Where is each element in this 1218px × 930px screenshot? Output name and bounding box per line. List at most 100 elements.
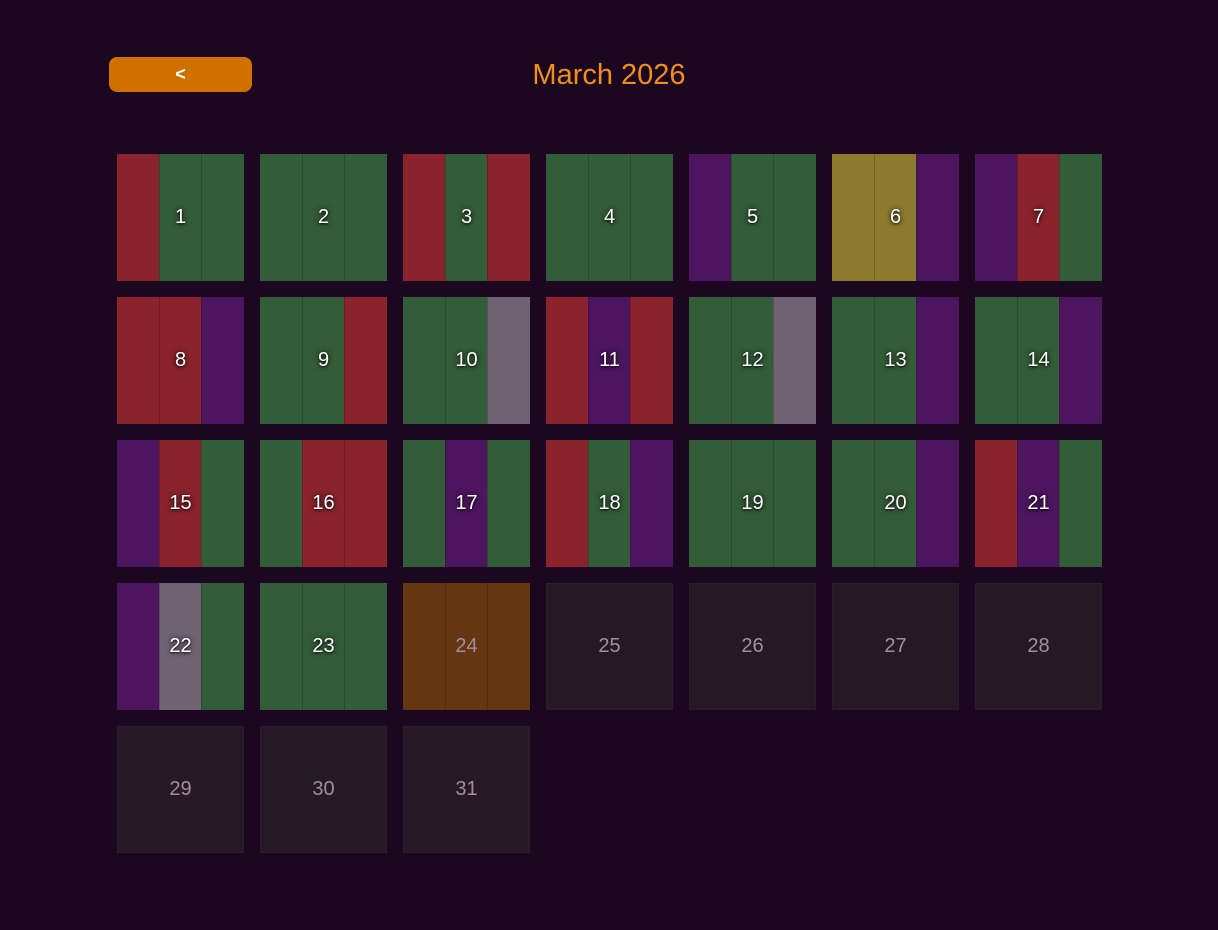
day-stripe-green — [344, 583, 387, 710]
calendar-day[interactable]: 9 — [260, 297, 387, 424]
day-stripe-brown — [444, 583, 488, 710]
calendar-day[interactable]: 10 — [403, 297, 530, 424]
calendar-day[interactable]: 27 — [832, 583, 959, 710]
calendar-day[interactable]: 11 — [546, 297, 673, 424]
calendar-day[interactable]: 26 — [689, 583, 816, 710]
calendar-day[interactable]: 14 — [975, 297, 1102, 424]
day-color-stripes — [403, 154, 530, 281]
calendar-day[interactable]: 7 — [975, 154, 1102, 281]
day-stripe-green — [444, 297, 488, 424]
day-stripe-green — [689, 297, 731, 424]
day-stripe-green — [730, 440, 774, 567]
calendar-day[interactable]: 24 — [403, 583, 530, 710]
day-color-stripes — [689, 583, 816, 710]
day-stripe-red — [117, 297, 159, 424]
day-color-stripes — [832, 154, 959, 281]
day-stripe-red — [117, 154, 159, 281]
calendar-day[interactable]: 28 — [975, 583, 1102, 710]
calendar-day[interactable]: 12 — [689, 297, 816, 424]
previous-month-button[interactable]: < — [109, 57, 252, 92]
day-stripe-green — [689, 440, 731, 567]
day-number: 28 — [1027, 635, 1050, 657]
calendar-day[interactable]: 5 — [689, 154, 816, 281]
day-stripe-green — [301, 583, 345, 710]
day-stripe-green — [1016, 297, 1060, 424]
day-stripe-red — [158, 297, 202, 424]
day-number: 11 — [599, 349, 620, 371]
day-color-stripes — [117, 297, 244, 424]
day-stripe-green — [832, 440, 874, 567]
day-number: 16 — [312, 492, 335, 514]
calendar-day[interactable]: 15 — [117, 440, 244, 567]
day-number: 6 — [889, 206, 902, 228]
calendar-day[interactable]: 21 — [975, 440, 1102, 567]
day-stripe-green — [487, 440, 530, 567]
calendar-day[interactable]: 17 — [403, 440, 530, 567]
day-number: 17 — [455, 492, 478, 514]
calendar-day[interactable]: 25 — [546, 583, 673, 710]
day-stripe-purple — [630, 440, 673, 567]
calendar-day[interactable]: 8 — [117, 297, 244, 424]
day-color-stripes — [260, 154, 387, 281]
calendar-day[interactable]: 4 — [546, 154, 673, 281]
day-color-stripes — [403, 440, 530, 567]
day-stripe-purple — [975, 154, 1017, 281]
day-stripe-green — [403, 440, 445, 567]
day-stripe-red — [487, 154, 530, 281]
day-stripe-green — [730, 154, 774, 281]
day-number: 3 — [460, 206, 473, 228]
day-number: 30 — [312, 778, 335, 800]
day-color-stripes — [546, 297, 673, 424]
calendar-day[interactable]: 29 — [117, 726, 244, 853]
day-stripe-green — [1059, 440, 1102, 567]
day-stripe-green — [975, 297, 1017, 424]
calendar-day[interactable]: 6 — [832, 154, 959, 281]
day-number: 15 — [169, 492, 192, 514]
day-number: 2 — [317, 206, 330, 228]
calendar-day[interactable]: 19 — [689, 440, 816, 567]
day-stripe-green — [344, 154, 387, 281]
day-stripe-green — [444, 154, 488, 281]
calendar-day[interactable]: 23 — [260, 583, 387, 710]
day-stripe-red — [630, 297, 673, 424]
day-stripe-green — [301, 297, 345, 424]
day-stripe-red — [403, 154, 445, 281]
calendar-day[interactable]: 2 — [260, 154, 387, 281]
calendar-day[interactable]: 3 — [403, 154, 530, 281]
day-color-stripes — [117, 726, 244, 853]
day-stripe-red — [1016, 154, 1060, 281]
calendar-day[interactable]: 1 — [117, 154, 244, 281]
calendar-day[interactable]: 20 — [832, 440, 959, 567]
day-number: 13 — [884, 349, 907, 371]
day-number: 24 — [455, 635, 478, 657]
day-color-stripes — [546, 583, 673, 710]
day-stripe-gray — [158, 583, 202, 710]
calendar-day[interactable]: 18 — [546, 440, 673, 567]
day-number: 14 — [1027, 349, 1050, 371]
day-stripe-green — [201, 154, 244, 281]
day-stripe-purple — [916, 440, 959, 567]
calendar-day[interactable]: 16 — [260, 440, 387, 567]
day-color-stripes — [117, 583, 244, 710]
calendar-day[interactable]: 31 — [403, 726, 530, 853]
calendar-day[interactable]: 13 — [832, 297, 959, 424]
day-number: 1 — [174, 206, 187, 228]
day-stripe-purple — [444, 440, 488, 567]
calendar-day[interactable]: 30 — [260, 726, 387, 853]
day-stripe-green — [260, 440, 302, 567]
day-color-stripes — [975, 583, 1102, 710]
day-number: 5 — [746, 206, 759, 228]
month-title: March 2026 — [532, 59, 686, 91]
calendar-day[interactable]: 22 — [117, 583, 244, 710]
day-stripe-green — [158, 154, 202, 281]
day-stripe-green — [1059, 154, 1102, 281]
day-stripe-green — [630, 154, 673, 281]
day-color-stripes — [403, 583, 530, 710]
day-stripe-red — [546, 297, 588, 424]
day-stripe-red — [158, 440, 202, 567]
day-stripe-purple — [1059, 297, 1102, 424]
chevron-left-icon: < — [175, 64, 186, 84]
day-stripe-green — [260, 297, 302, 424]
day-number: 26 — [741, 635, 764, 657]
day-stripe-purple — [117, 440, 159, 567]
